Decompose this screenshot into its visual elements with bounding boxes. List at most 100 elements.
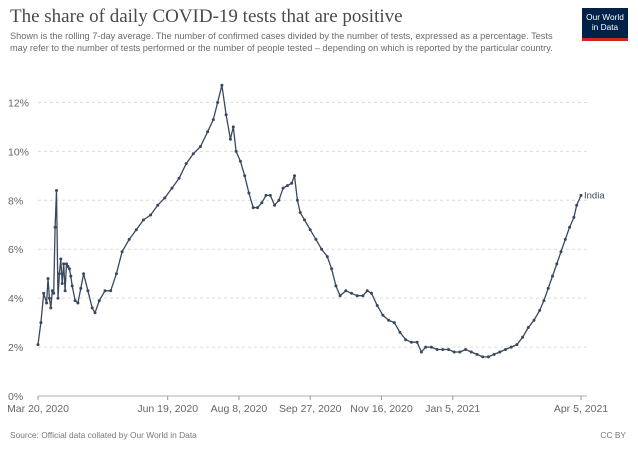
data-point: [93, 311, 97, 315]
data-point: [47, 296, 51, 300]
data-point: [404, 338, 408, 342]
logo-line-2: in Data: [591, 22, 619, 32]
x-tick-label: Sep 27, 2020: [279, 403, 342, 415]
data-point: [56, 296, 60, 300]
data-point: [65, 262, 68, 266]
data-point: [469, 350, 473, 354]
data-point: [532, 318, 536, 322]
data-point: [134, 228, 138, 232]
data-point: [392, 321, 396, 325]
data-point: [458, 350, 462, 354]
data-point: [575, 203, 579, 207]
series-line: [37, 84, 582, 358]
data-point: [281, 186, 285, 190]
x-tick-label: Apr 5, 2021: [554, 403, 608, 415]
data-point: [538, 308, 542, 312]
data-point: [546, 286, 550, 290]
data-point: [224, 113, 228, 117]
data-point: [415, 340, 419, 344]
data-point: [62, 262, 66, 266]
license-link[interactable]: CC BY: [600, 430, 626, 440]
data-point: [492, 352, 496, 356]
x-tick-label: Mar 20, 2020: [7, 403, 69, 415]
data-point: [293, 174, 296, 178]
data-point: [568, 225, 572, 229]
data-point: [486, 355, 490, 359]
data-point: [429, 345, 433, 349]
chart-title: The share of daily COVID-19 tests that a…: [10, 6, 403, 27]
x-tick-label: Jun 19, 2020: [137, 403, 198, 415]
data-point: [504, 348, 507, 351]
data-point: [156, 203, 160, 207]
data-point: [273, 203, 277, 207]
data-point: [211, 118, 215, 122]
data-point: [90, 306, 94, 310]
data-point: [290, 181, 294, 185]
series-layer: India: [36, 83, 605, 359]
data-point: [170, 186, 174, 190]
data-point: [70, 284, 74, 288]
data-point: [251, 206, 255, 210]
data-point: [419, 350, 423, 354]
data-point: [36, 343, 40, 347]
data-point: [206, 130, 210, 134]
data-point: [199, 145, 202, 148]
data-point: [355, 294, 359, 298]
data-point: [60, 282, 64, 285]
data-point: [82, 272, 86, 276]
data-point: [228, 137, 232, 141]
data-point: [52, 291, 56, 295]
data-point: [127, 237, 131, 241]
x-tick-label: Jan 5, 2021: [425, 403, 480, 415]
y-tick-label: 10%: [8, 146, 29, 158]
data-point: [45, 301, 49, 305]
data-point: [66, 264, 70, 268]
data-point: [409, 340, 413, 344]
data-point: [370, 291, 373, 295]
data-point: [120, 250, 124, 254]
x-tick-label: Aug 8, 2020: [211, 403, 268, 415]
data-point: [79, 286, 83, 290]
data-point: [498, 350, 502, 354]
data-point: [526, 326, 530, 329]
data-point: [39, 321, 43, 325]
data-point: [76, 301, 80, 305]
data-point: [308, 228, 312, 232]
data-point: [216, 101, 220, 104]
data-point: [551, 274, 554, 278]
data-point: [57, 272, 61, 276]
data-point: [191, 152, 195, 156]
data-point: [285, 184, 289, 188]
data-point: [149, 213, 153, 217]
data-point: [163, 196, 167, 200]
data-point: [184, 162, 188, 166]
data-point: [220, 83, 224, 87]
y-axis: 0% 2% 4% 6% 8% 10% 12%: [8, 97, 29, 403]
data-point: [67, 267, 71, 271]
data-point: [344, 289, 348, 293]
data-point: [325, 255, 329, 259]
data-point: [424, 345, 428, 349]
data-point: [264, 193, 268, 197]
data-point: [109, 289, 113, 293]
x-axis: Mar 20, 2020 Jun 19, 2020 Aug 8, 2020 Sep 2…: [7, 396, 608, 415]
chart-subtitle: Shown is the rolling 7-day average. The …: [10, 31, 553, 53]
data-point: [86, 289, 90, 293]
data-point: [381, 313, 385, 317]
data-point: [97, 299, 101, 303]
data-point: [177, 176, 181, 180]
data-point: [142, 218, 145, 222]
data-point: [295, 198, 299, 202]
data-point: [452, 350, 456, 354]
data-point: [334, 284, 338, 288]
data-point: [243, 174, 247, 178]
data-point: [256, 206, 259, 210]
data-point: [338, 294, 342, 298]
data-point: [464, 348, 468, 351]
data-point: [441, 348, 445, 351]
y-tick-label: 0%: [8, 391, 23, 403]
data-point: [365, 289, 369, 293]
data-point: [447, 348, 450, 351]
our-world-in-data-logo[interactable]: Our World in Data: [582, 8, 628, 41]
